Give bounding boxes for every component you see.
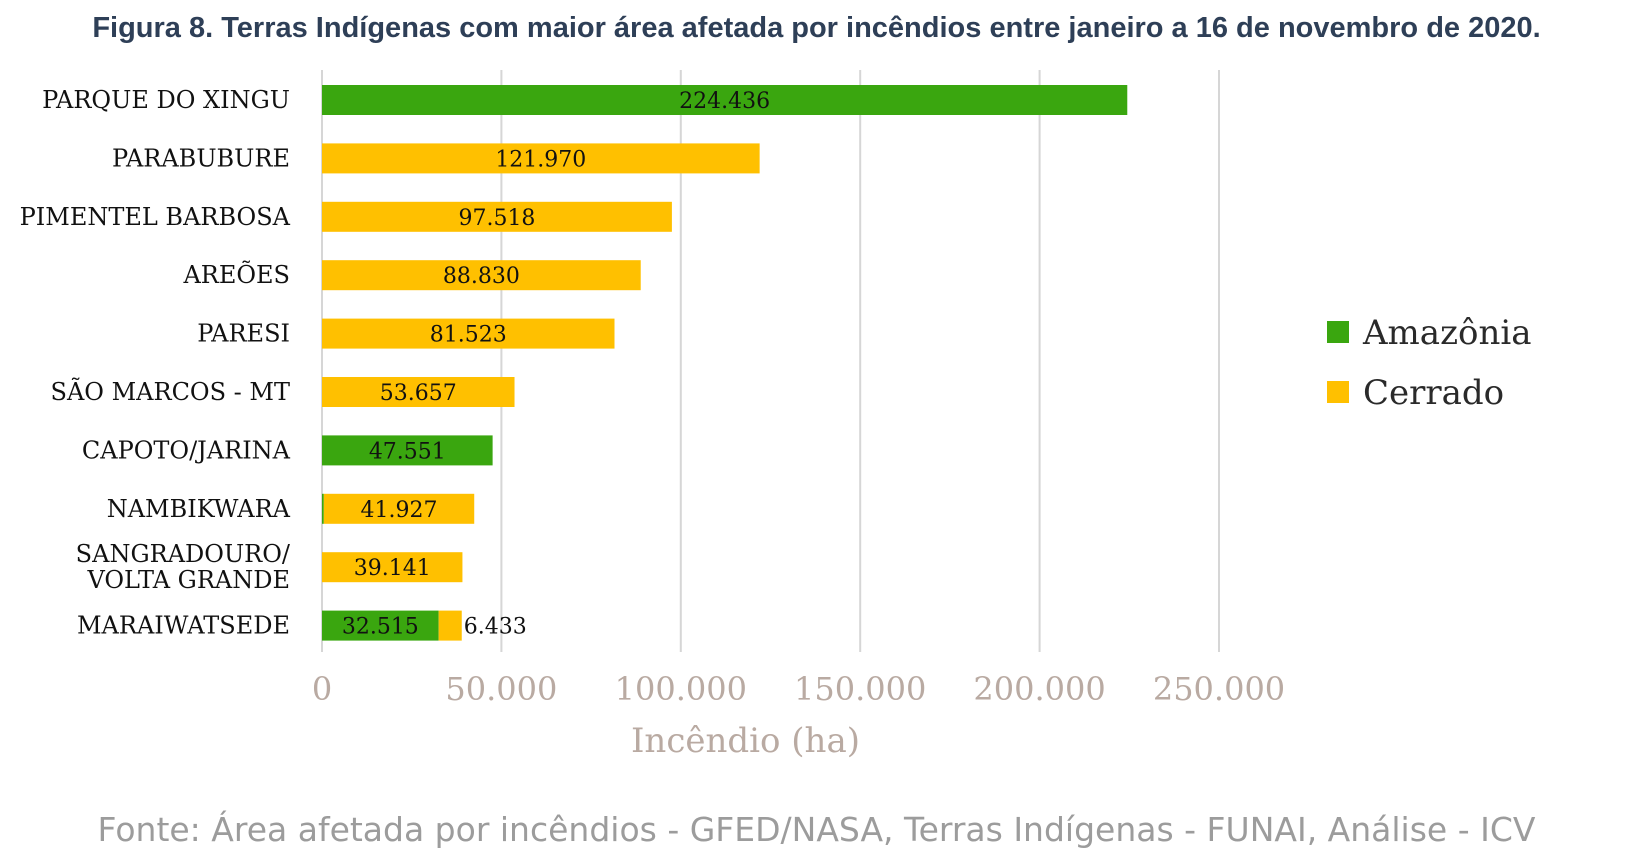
- x-tick-label: 50.000: [445, 670, 557, 708]
- bar-cerrado: [438, 610, 462, 641]
- category-label: NAMBIKWARA: [107, 495, 291, 523]
- category-label: VOLTA GRANDE: [86, 566, 290, 594]
- bar-cerrado: [322, 143, 760, 174]
- bar-cerrado: [322, 552, 463, 583]
- category-labels: PARQUE DO XINGU PARABUBURE PIMENTEL BARBOS…: [20, 86, 291, 640]
- bar-amazonia: [322, 85, 1128, 115]
- category-label: AREÕES: [182, 259, 290, 289]
- data-label: 6.433: [464, 615, 527, 640]
- category-label: PARQUE DO XINGU: [42, 86, 290, 114]
- category-label: PARABUBURE: [112, 144, 290, 172]
- bar-cerrado: [322, 318, 615, 349]
- legend: Amazônia Cerrado: [1327, 313, 1532, 413]
- data-label: 53.657: [380, 381, 457, 406]
- bar-cerrado: [322, 260, 641, 291]
- bar-cerrado: [322, 201, 672, 232]
- x-tick-label: 150.000: [794, 670, 926, 708]
- value-labels: 224.436 121.970 97.518 88.830 81.523 53.657 47…: [342, 89, 770, 640]
- bars: [322, 85, 1128, 641]
- data-label: 32.515: [342, 615, 419, 640]
- source-note: Fonte: Área afetada por incêndios - GFED…: [97, 810, 1536, 849]
- x-tick-label: 100.000: [615, 670, 747, 708]
- x-tick-label: 0: [312, 670, 332, 708]
- category-label: SÃO MARCOS - MT: [51, 377, 290, 406]
- category-label: MARAIWATSEDE: [77, 612, 290, 640]
- bar-amazonia: [322, 493, 324, 524]
- x-tick-label: 200.000: [973, 670, 1105, 708]
- category-label: SANGRADOURO/: [76, 540, 291, 568]
- bar-cerrado: [322, 377, 515, 407]
- data-label: 224.436: [679, 89, 770, 114]
- x-tick-label: 250.000: [1153, 670, 1285, 708]
- data-label: 81.523: [430, 323, 507, 348]
- data-label: 41.927: [361, 498, 438, 523]
- bar-cerrado: [323, 493, 475, 524]
- x-tick-labels: 0 50.000 100.000 150.000 200.000 250.000: [312, 670, 1285, 708]
- bar-amazonia: [322, 610, 439, 641]
- data-label: 97.518: [458, 206, 535, 231]
- bar-amazonia: [322, 435, 493, 466]
- legend-swatch-amazonia: [1327, 321, 1349, 343]
- legend-swatch-cerrado: [1327, 381, 1349, 403]
- data-label: 88.830: [443, 264, 520, 289]
- chart-title: Figura 8. Terras Indígenas com maior áre…: [92, 12, 1541, 44]
- data-label: 39.141: [354, 556, 431, 581]
- x-axis-title: Incêndio (ha): [631, 721, 860, 761]
- data-label: 47.551: [369, 439, 446, 464]
- category-label: PARESI: [197, 320, 290, 348]
- category-label: CAPOTO/JARINA: [82, 436, 291, 464]
- legend-label-amazonia: Amazônia: [1362, 313, 1532, 353]
- legend-label-cerrado: Cerrado: [1363, 373, 1504, 413]
- bar-chart: 224.436 121.970 97.518 88.830 81.523 53.657 47…: [20, 70, 1532, 761]
- data-label: 121.970: [495, 147, 586, 172]
- category-label: PIMENTEL BARBOSA: [20, 203, 291, 231]
